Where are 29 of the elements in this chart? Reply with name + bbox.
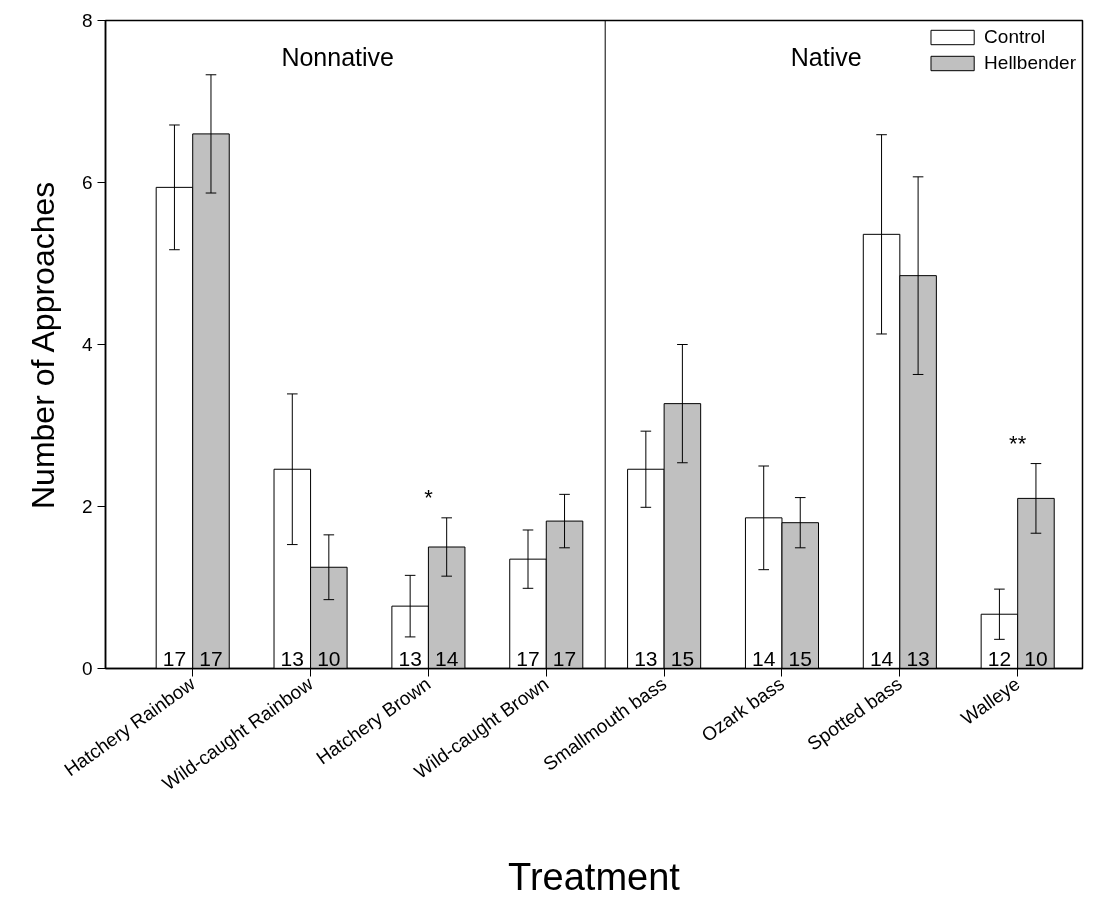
- annotation: 10: [317, 646, 341, 670]
- x-axis-title: Treatment: [508, 855, 681, 898]
- annotation: 10: [1024, 646, 1048, 670]
- annotation: 14: [869, 646, 894, 670]
- annotation: **: [1009, 430, 1027, 456]
- annotation: 14: [435, 646, 459, 670]
- legend-label: Control: [984, 26, 1046, 48]
- y-tick-label: 2: [81, 496, 93, 517]
- annotation: 13: [398, 646, 422, 670]
- y-axis-title: Number of Approaches: [24, 181, 61, 510]
- annotation: 17: [516, 646, 540, 670]
- annotation: 13: [906, 646, 930, 670]
- y-tick-label: 0: [81, 658, 93, 679]
- annotation: 13: [280, 646, 304, 670]
- annotation: 17: [199, 646, 223, 670]
- annotation: *: [424, 484, 434, 510]
- annotation: 14: [752, 646, 776, 670]
- y-tick-label: 8: [81, 10, 93, 31]
- annotation: 13: [634, 646, 658, 670]
- y-tick-label: 4: [81, 334, 93, 355]
- annotation: 17: [162, 646, 187, 670]
- annotation: Nonnative: [281, 42, 394, 71]
- annotation: 12: [987, 646, 1012, 670]
- annotation: Native: [790, 42, 862, 71]
- annotation: 15: [670, 646, 695, 670]
- annotation: 17: [552, 646, 577, 670]
- annotation: 15: [788, 646, 812, 670]
- legend-label: Hellbender: [984, 52, 1076, 74]
- y-tick-label: 6: [81, 172, 93, 193]
